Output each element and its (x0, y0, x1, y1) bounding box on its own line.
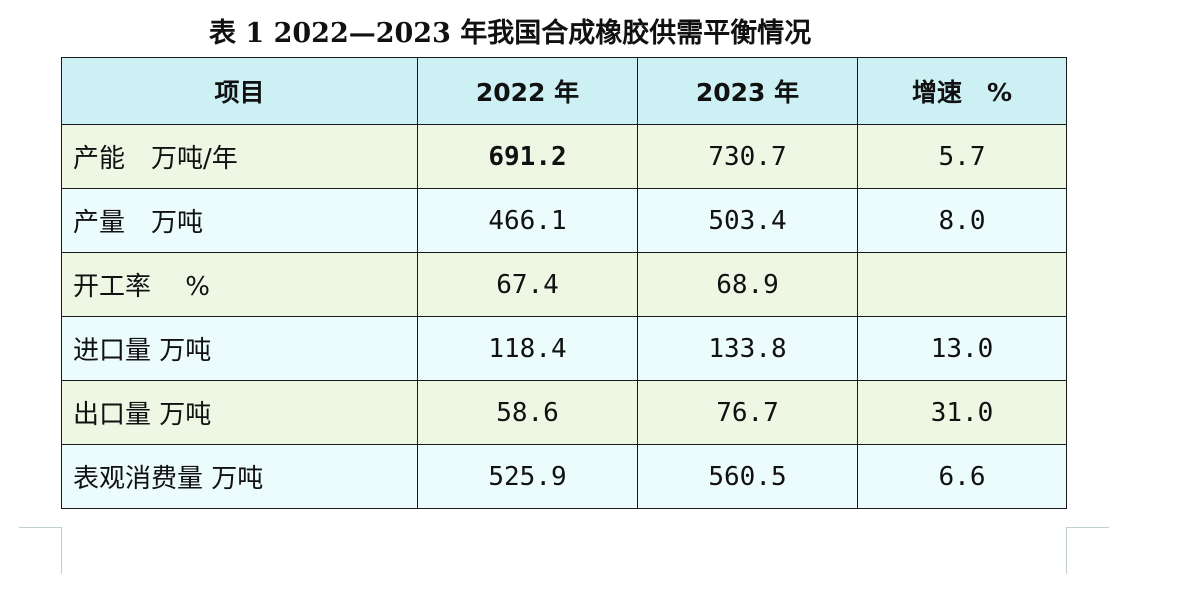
row-label: 表观消费量 万吨 (61, 444, 418, 509)
table-row: 出口量 万吨 58.6 76.7 31.0 (61, 380, 1067, 445)
value-growth: 8.0 (857, 188, 1067, 253)
value-2022: 67.4 (417, 252, 638, 317)
value-2023: 68.9 (637, 252, 858, 317)
row-label: 开工率 % (61, 252, 418, 317)
table-row: 产量 万吨 466.1 503.4 8.0 (61, 188, 1067, 253)
header-2023: 2023 年 (637, 57, 858, 125)
value-2023: 560.5 (637, 444, 858, 509)
table-row: 表观消费量 万吨 525.9 560.5 6.6 (61, 444, 1067, 509)
value-2023: 133.8 (637, 316, 858, 381)
value-2023: 503.4 (637, 188, 858, 253)
value-growth: 31.0 (857, 380, 1067, 445)
page-corner-mark-right (1066, 527, 1109, 574)
value-2022: 58.6 (417, 380, 638, 445)
value-2022: 118.4 (417, 316, 638, 381)
value-growth: 5.7 (857, 124, 1067, 189)
value-2022: 525.9 (417, 444, 638, 509)
table-header-row: 项目 2022 年 2023 年 增速 % (61, 57, 1067, 125)
value-2023: 76.7 (637, 380, 858, 445)
value-2022: 466.1 (417, 188, 638, 253)
value-growth: 6.6 (857, 444, 1067, 509)
value-growth: 13.0 (857, 316, 1067, 381)
supply-demand-table: 项目 2022 年 2023 年 增速 % 产能 万吨/年 691.2 730.… (61, 57, 1067, 509)
value-growth (857, 252, 1067, 317)
row-label: 产量 万吨 (61, 188, 418, 253)
value-2022: 691.2 (417, 124, 638, 189)
table-row: 开工率 % 67.4 68.9 (61, 252, 1067, 317)
header-item: 项目 (61, 57, 418, 125)
value-2023: 730.7 (637, 124, 858, 189)
row-label: 产能 万吨/年 (61, 124, 418, 189)
table-row: 产能 万吨/年 691.2 730.7 5.7 (61, 124, 1067, 189)
header-growth: 增速 % (857, 57, 1067, 125)
header-2022: 2022 年 (417, 57, 638, 125)
table-title: 表 1 2022—2023 年我国合成橡胶供需平衡情况 (209, 18, 812, 49)
row-label: 出口量 万吨 (61, 380, 418, 445)
table-row: 进口量 万吨 118.4 133.8 13.0 (61, 316, 1067, 381)
row-label: 进口量 万吨 (61, 316, 418, 381)
page-corner-mark-left (19, 527, 62, 574)
